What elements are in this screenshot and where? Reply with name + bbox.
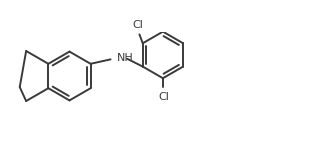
Text: NH: NH (117, 53, 134, 63)
Text: Cl: Cl (133, 20, 144, 30)
Text: Cl: Cl (158, 92, 169, 102)
